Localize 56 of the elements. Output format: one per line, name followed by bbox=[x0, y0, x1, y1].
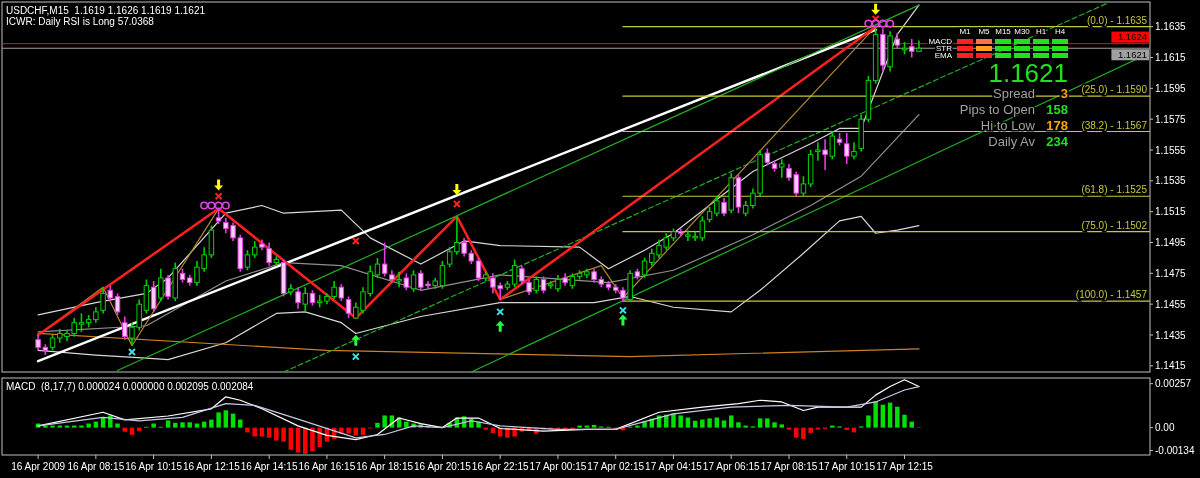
annotation: EMA bbox=[934, 51, 953, 60]
chart-title: MACD (8,17,7) 0.000024 0.000000 0.002095 0.002084 bbox=[6, 381, 254, 392]
y-tick-label: 1.1415 bbox=[1155, 360, 1187, 372]
annotation: STR bbox=[936, 44, 953, 53]
annotation: 234 bbox=[1046, 134, 1069, 149]
x-tick-label: 17 Apr 04:15 bbox=[645, 461, 703, 472]
x-tick-label: 17 Apr 06:15 bbox=[702, 461, 761, 472]
y-tick-label: 1.1535 bbox=[1155, 175, 1187, 187]
x-tick-label: 16 Apr 08:15 bbox=[67, 461, 125, 472]
y-tick-label: -0.00134 bbox=[1155, 445, 1195, 457]
x-tick-label: 16 Apr 14:15 bbox=[240, 461, 298, 472]
chart-title: USDCHF,M15 1.1619 1.1626 1.1619 1.1621 bbox=[6, 5, 206, 16]
annotation: M5 bbox=[978, 27, 991, 36]
series-label: (61.8) - 1.1525 bbox=[1081, 184, 1148, 196]
series-label: (100.0) - 1.1457 bbox=[1075, 289, 1148, 301]
annotation: M15 bbox=[995, 27, 1012, 36]
annotation: Pips to Open bbox=[959, 102, 1035, 117]
x-tick-label: 16 Apr 2009 bbox=[11, 461, 66, 472]
y-tick-label: 1.1595 bbox=[1155, 82, 1187, 94]
y-tick-label: 1.1555 bbox=[1155, 144, 1187, 156]
y-tick-label: 1.1435 bbox=[1155, 329, 1187, 341]
y-tick-label: 0.00 bbox=[1155, 422, 1175, 434]
series-label: (0.0) - 1.1635 bbox=[1086, 14, 1148, 26]
x-tick-label: 17 Apr 08:15 bbox=[760, 461, 818, 472]
annotation: M1 bbox=[959, 27, 972, 36]
annotation: H4 bbox=[1054, 27, 1066, 36]
series-label: (25.0) - 1.1590 bbox=[1081, 84, 1148, 96]
x-tick-label: 17 Apr 02:15 bbox=[587, 461, 645, 472]
x-tick-label: 16 Apr 10:15 bbox=[125, 461, 183, 472]
annotation: Daily Av bbox=[988, 134, 1036, 149]
series-label: (38.2) - 1.1567 bbox=[1081, 119, 1148, 131]
x-tick-label: 17 Apr 10:15 bbox=[818, 461, 876, 472]
x-tick-label: 16 Apr 22:15 bbox=[471, 461, 529, 472]
ref-line-label: 1.1621 bbox=[1117, 49, 1147, 61]
x-tick-label: 16 Apr 20:15 bbox=[414, 461, 472, 472]
x-tick-label: 17 Apr 12:15 bbox=[876, 461, 934, 472]
y-tick-label: 1.1455 bbox=[1155, 298, 1187, 310]
series-label: (75.0) - 1.1502 bbox=[1081, 219, 1148, 231]
x-tick-label: 17 Apr 00:15 bbox=[529, 461, 587, 472]
annotation: 158 bbox=[1046, 102, 1068, 117]
annotation: 1.1621 bbox=[988, 58, 1068, 88]
x-tick-label: 16 Apr 18:15 bbox=[356, 461, 414, 472]
y-tick-label: 0.00257 bbox=[1155, 378, 1192, 390]
ref-line-label: 1.1624 bbox=[1117, 31, 1147, 43]
x-tick-label: 16 Apr 12:15 bbox=[183, 461, 241, 472]
y-tick-label: 1.1575 bbox=[1155, 113, 1187, 125]
y-tick-label: 1.1635 bbox=[1155, 21, 1187, 33]
y-tick-label: 1.1515 bbox=[1155, 206, 1187, 218]
y-tick-label: 1.1495 bbox=[1155, 237, 1187, 248]
annotation: H1 bbox=[1035, 27, 1047, 36]
annotation: M30 bbox=[1014, 27, 1031, 36]
x-tick-label: 16 Apr 16:15 bbox=[298, 461, 356, 472]
y-tick-label: 1.1475 bbox=[1155, 267, 1187, 279]
text: ICWR: Daily RSI is Long 57.0368 bbox=[6, 16, 155, 27]
annotation: 178 bbox=[1046, 118, 1068, 133]
y-tick-label: 1.1615 bbox=[1155, 52, 1187, 63]
